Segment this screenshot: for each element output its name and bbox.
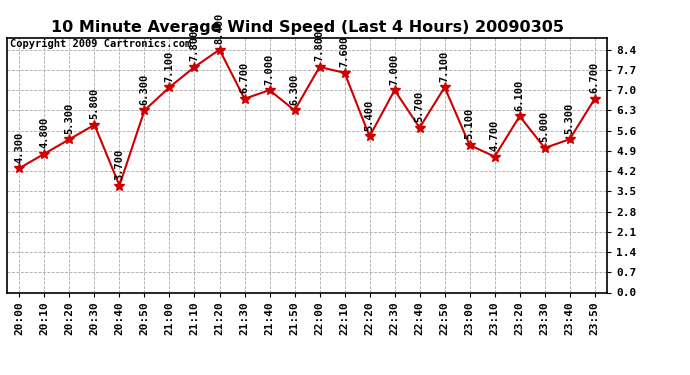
Text: 7.000: 7.000 [390,53,400,85]
Text: 8.400: 8.400 [215,13,224,44]
Text: 6.700: 6.700 [590,62,600,93]
Text: 7.800: 7.800 [315,30,324,62]
Text: 7.600: 7.600 [339,36,350,67]
Text: 5.400: 5.400 [364,100,375,131]
Text: 7.800: 7.800 [190,30,199,62]
Text: 6.700: 6.700 [239,62,250,93]
Text: 7.000: 7.000 [264,53,275,85]
Text: 4.300: 4.300 [14,131,24,163]
Text: 5.800: 5.800 [90,88,99,119]
Text: 4.700: 4.700 [490,120,500,151]
Text: 6.300: 6.300 [139,74,150,105]
Text: 5.300: 5.300 [64,102,75,134]
Text: 5.700: 5.700 [415,91,424,122]
Text: 5.100: 5.100 [464,108,475,140]
Title: 10 Minute Average Wind Speed (Last 4 Hours) 20090305: 10 Minute Average Wind Speed (Last 4 Hou… [50,20,564,35]
Text: Copyright 2009 Cartronics.com: Copyright 2009 Cartronics.com [10,39,191,49]
Text: 6.100: 6.100 [515,80,524,111]
Text: 6.300: 6.300 [290,74,299,105]
Text: 4.800: 4.800 [39,117,50,148]
Text: 3.700: 3.700 [115,149,124,180]
Text: 7.100: 7.100 [440,50,450,82]
Text: 5.000: 5.000 [540,111,550,142]
Text: 7.100: 7.100 [164,50,175,82]
Text: 5.300: 5.300 [564,102,575,134]
